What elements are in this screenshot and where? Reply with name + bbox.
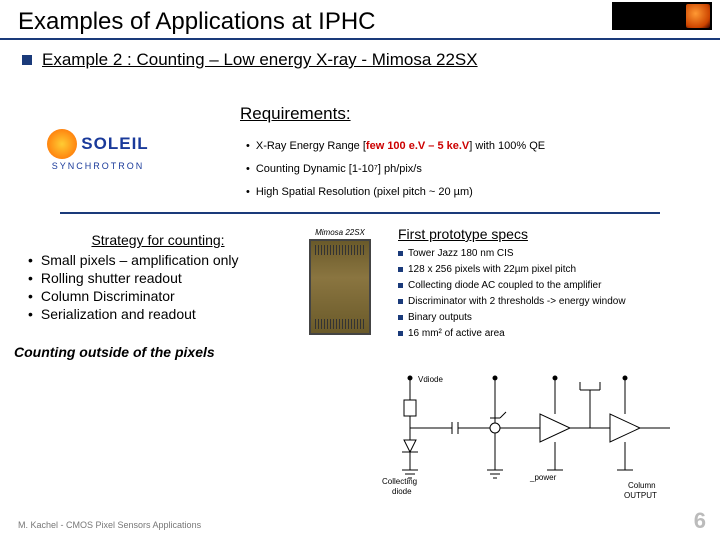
footer: M. Kachel - CMOS Pixel Sensors Applicati… bbox=[18, 520, 201, 530]
specs-item: Collecting diode AC coupled to the ampli… bbox=[398, 280, 698, 291]
specs-item: Discriminator with 2 thresholds -> energ… bbox=[398, 296, 698, 307]
soleil-subtitle: SYNCHROTRON bbox=[52, 161, 145, 171]
subtitle: Example 2 : Counting – Low energy X-ray … bbox=[42, 50, 478, 70]
collecting-label: Collecting bbox=[382, 477, 417, 486]
header: Examples of Applications at IPHC bbox=[0, 0, 720, 40]
strategy-item: Small pixels – amplification only bbox=[28, 252, 288, 268]
specs-item: Tower Jazz 180 nm CIS bbox=[398, 248, 698, 259]
strategy-item: Rolling shutter readout bbox=[28, 270, 288, 286]
req-item: X-Ray Energy Range [few 100 e.V – 5 ke.V… bbox=[246, 136, 545, 157]
bullet-icon bbox=[22, 55, 32, 65]
specs-title: First prototype specs bbox=[398, 226, 698, 242]
strategy-title: Strategy for counting: bbox=[28, 232, 288, 248]
strategy-item: Serialization and readout bbox=[28, 306, 288, 322]
strategy-item: Column Discriminator bbox=[28, 288, 288, 304]
soleil-logo: SOLEIL SYNCHROTRON bbox=[18, 120, 178, 180]
chip-label: Mimosa 22SX bbox=[300, 228, 380, 237]
strategy-block: Strategy for counting: Small pixels – am… bbox=[28, 232, 288, 324]
requirements-title: Requirements: bbox=[240, 104, 351, 124]
column-label: Column bbox=[628, 481, 656, 490]
soleil-name: SOLEIL bbox=[81, 134, 148, 153]
counting-outside: Counting outside of the pixels bbox=[14, 344, 215, 360]
circuit-diagram: Vdiode Collecting diode _power Column OU… bbox=[380, 370, 690, 500]
vdiode-label: Vdiode bbox=[418, 375, 443, 384]
req-item: High Spatial Resolution (pixel pitch ~ 2… bbox=[246, 182, 545, 203]
divider bbox=[60, 212, 660, 214]
specs-item: 128 x 256 pixels with 22µm pixel pitch bbox=[398, 264, 698, 275]
page-number: 6 bbox=[694, 508, 706, 534]
specs-item: Binary outputs bbox=[398, 312, 698, 323]
requirements-list: X-Ray Energy Range [few 100 e.V – 5 ke.V… bbox=[246, 136, 545, 205]
sun-icon bbox=[47, 129, 77, 159]
header-logo bbox=[612, 2, 712, 30]
subtitle-row: Example 2 : Counting – Low energy X-ray … bbox=[22, 50, 478, 70]
chip-figure: Mimosa 22SX bbox=[300, 228, 380, 335]
specs-block: First prototype specs Tower Jazz 180 nm … bbox=[398, 226, 698, 344]
output-label: OUTPUT bbox=[624, 491, 657, 500]
req-item: Counting Dynamic [1-10⁷] ph/pix/s bbox=[246, 159, 545, 180]
specs-item: 16 mm² of active area bbox=[398, 328, 698, 339]
diode-label: diode bbox=[392, 487, 412, 496]
power-label: _power bbox=[529, 473, 557, 482]
chip-image bbox=[309, 239, 371, 335]
